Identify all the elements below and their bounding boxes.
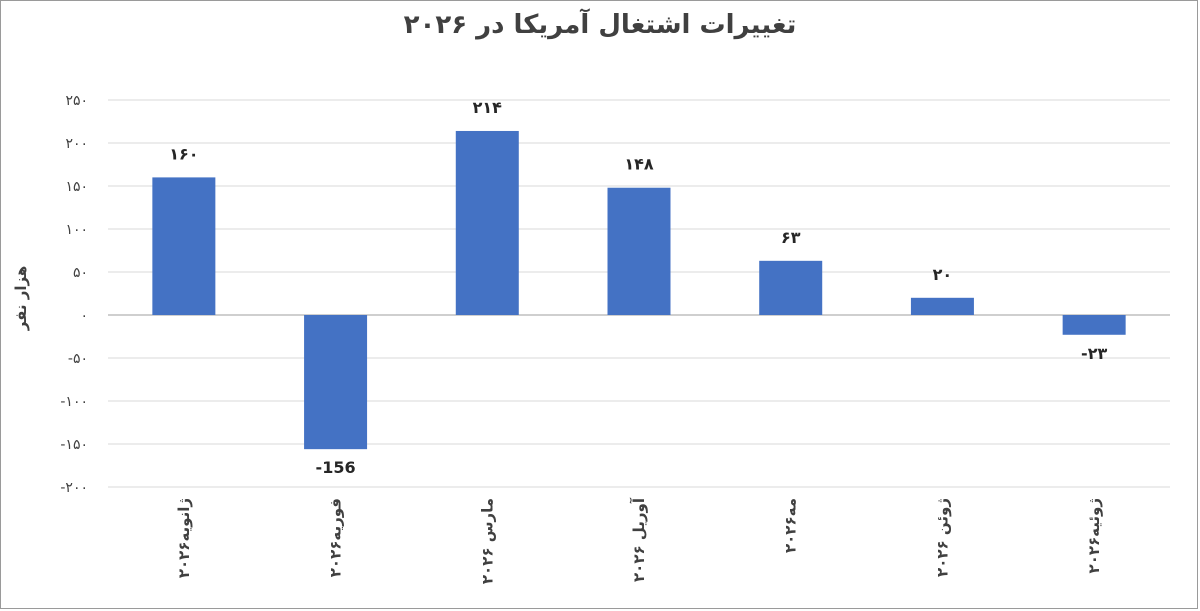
y-tick-label: -۵۰	[68, 351, 88, 367]
y-tick-label: ۲۰۰	[65, 136, 88, 152]
category-label: ژانویه۲۰۲۶	[175, 498, 193, 578]
bar	[759, 260, 823, 315]
y-tick-label: -۲۰۰	[60, 480, 88, 496]
category-labels: ژانویه۲۰۲۶ فوریه۲۰۲۶ مارس ۲۰۲۶ آوریل ۲۰۲۶ مه…	[175, 497, 1103, 584]
y-tick-label: ۲۵۰	[65, 93, 88, 109]
data-label: ۶۳	[781, 228, 801, 247]
bar	[304, 315, 368, 450]
y-tick-label: -۱۰۰	[60, 394, 88, 410]
category-label: مه۲۰۲۶	[782, 498, 800, 553]
data-label: -۲۳	[1081, 344, 1107, 363]
category-label: فوریه۲۰۲۶	[327, 498, 345, 577]
y-tick-label: -۱۵۰	[60, 437, 88, 453]
category-label: مارس ۲۰۲۶	[478, 498, 496, 584]
data-label: ۱۶۰	[169, 144, 198, 163]
y-tick-label: ۵۰	[73, 265, 88, 281]
data-label: ۲۱۴	[473, 98, 503, 117]
data-label: ۲۰	[933, 265, 953, 284]
bar	[455, 130, 519, 315]
y-tick-label: ۱۰۰	[65, 222, 88, 238]
y-axis-label: هزار نفر	[12, 266, 30, 332]
category-label: ژوئن ۲۰۲۶	[933, 498, 951, 577]
data-labels: ۱۶۰ -156 ۲۱۴ ۱۴۸ ۶۳ ۲۰ -۲۳	[169, 98, 1107, 477]
y-tick-label: ۱۵۰	[65, 179, 88, 195]
chart-title: تغییرات اشتغال آمریکا در ۲۰۲۶	[403, 10, 797, 40]
bar	[152, 177, 216, 315]
data-label: ۱۴۸	[624, 155, 654, 174]
bar	[1062, 315, 1126, 335]
data-label: -156	[316, 458, 356, 477]
y-tick-label: ۰	[80, 308, 88, 324]
bar	[607, 187, 671, 315]
y-axis-ticks: ۲۵۰ ۲۰۰ ۱۵۰ ۱۰۰ ۵۰ ۰ -۵۰ -۱۰۰ -۱۵۰ -۲۰۰	[60, 93, 88, 496]
category-label: ژوئیه۲۰۲۶	[1085, 498, 1103, 573]
category-label: آوریل ۲۰۲۶	[630, 497, 648, 582]
bar	[910, 297, 974, 315]
bars	[152, 130, 1126, 450]
